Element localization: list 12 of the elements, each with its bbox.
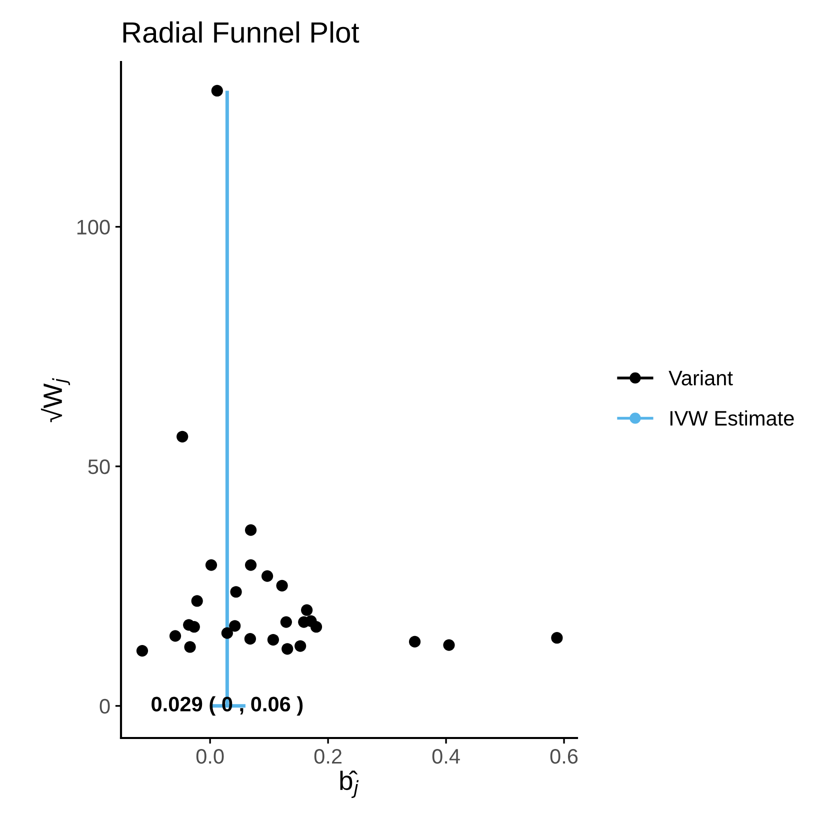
x-tick-label: 0.0 xyxy=(196,748,224,764)
y-axis-title: √W$_{j}$ xyxy=(40,378,70,422)
legend-label: Variant xyxy=(668,370,733,386)
y-tick-label: 100 xyxy=(77,220,110,235)
chart-title: Radial Funnel Plot xyxy=(123,21,360,43)
x-axis-title: b̂$_{j}$ xyxy=(340,770,359,798)
x-tick-label: 0.4 xyxy=(432,748,460,764)
legend-label: IVW Estimate xyxy=(670,410,794,426)
y-tick-label: 50 xyxy=(88,459,110,474)
x-tick-label: 0.2 xyxy=(314,748,342,764)
x-tick-label: 0.6 xyxy=(550,748,578,764)
y-tick-label: 0 xyxy=(100,698,110,714)
